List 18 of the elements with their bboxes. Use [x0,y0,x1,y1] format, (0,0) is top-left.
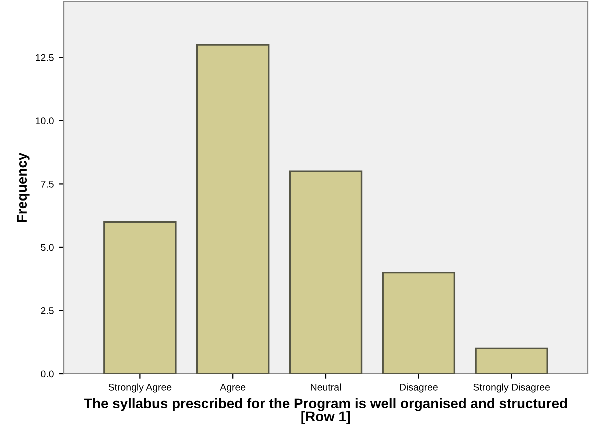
y-tick-label: 7.5 [41,181,54,188]
x-tick-label: Agree [220,384,246,393]
x-tick-label: Neutral [311,384,342,391]
bar [289,170,363,374]
bar [196,44,270,374]
bar [382,272,456,374]
y-tick-label: 5.0 [41,244,54,252]
y-axis-title: Frequency [17,152,30,222]
y-tick-label: 0.0 [41,370,54,378]
y-tick-label: 2.5 [41,307,54,314]
y-tick-label: 10.0 [36,118,54,125]
x-axis-title: The syllabus prescribed for the Program is well organised and structured [Row 1] [84,398,568,424]
bar [104,221,177,374]
x-tick-label: Disagree [400,384,438,393]
x-tick-label: Strongly Agree [108,384,172,393]
y-tick-label: 12.5 [36,54,54,62]
bar [475,348,548,374]
x-tick-label: Strongly Disagree [474,384,550,393]
